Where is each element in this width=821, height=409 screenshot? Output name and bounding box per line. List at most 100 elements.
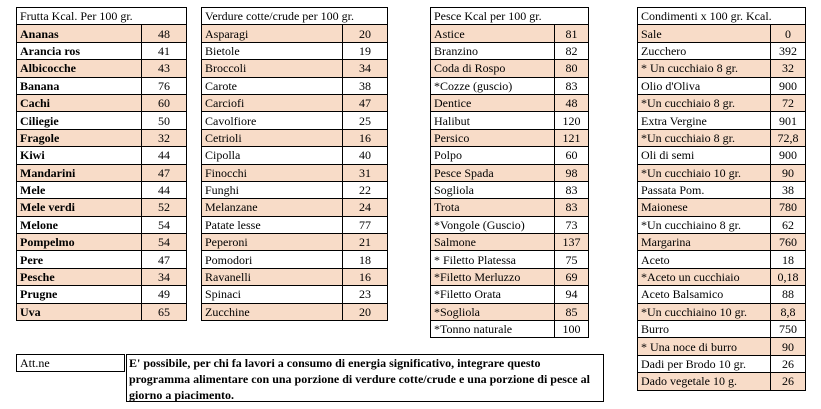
table-row: *Un cucchiaio 8 gr. 72 (637, 93, 806, 113)
table-row: Olio d'Oliva 900 (637, 76, 806, 95)
verdure-item-name: Patate lesse (201, 215, 343, 235)
table-row: Patate lesse 77 (201, 215, 389, 235)
table-row: Branzino 82 (430, 41, 590, 61)
verdure-item-kcal: 21 (341, 233, 389, 252)
condimenti-item-name: Sale (637, 24, 771, 43)
pesce-item-kcal: 69 (553, 267, 590, 287)
pesce-item-name: Sogliola (430, 180, 555, 200)
condimenti-item-name: *Un cucchiaio 10 gr. (637, 163, 771, 182)
pesce-item-kcal: 75 (553, 250, 590, 269)
table-row: Prugne 49 (16, 285, 187, 304)
condimenti-item-kcal: 900 (770, 146, 806, 165)
pesce-table: Pesce Kcal per 100 gr. Astice 81 Branzino 8… (429, 6, 590, 339)
verdure-item-kcal: 77 (341, 215, 389, 235)
frutta-table: Frutta Kcal. Per 100 gr. Ananas 48 Arancia… (16, 6, 187, 322)
pesce-item-kcal: 120 (553, 111, 590, 130)
verdure-item-kcal: 25 (341, 111, 389, 130)
table-row: Banana 76 (16, 76, 187, 95)
verdure-item-kcal: 16 (341, 128, 389, 148)
condimenti-item-name: *Un cucchiaio 8 gr. (637, 93, 771, 113)
condimenti-item-kcal: 90 (770, 163, 806, 182)
condimenti-item-kcal: 901 (770, 111, 806, 130)
table-row: Kiwi 44 (16, 146, 187, 165)
frutta-item-kcal: 44 (141, 146, 187, 165)
table-row: Zucchine 20 (201, 302, 389, 322)
verdure-item-kcal: 19 (341, 41, 389, 61)
pesce-item-name: Astice (430, 24, 555, 43)
frutta-header: Frutta Kcal. Per 100 gr. (16, 6, 187, 26)
pesce-item-name: Polpo (430, 146, 555, 165)
frutta-item-kcal: 52 (141, 198, 187, 217)
frutta-item-name: Ciliegie (16, 111, 142, 130)
pesce-item-name: Branzino (430, 41, 555, 61)
verdure-item-kcal: 24 (341, 198, 389, 217)
table-row: Cetrioli 16 (201, 128, 389, 148)
table-row: Trota 83 (430, 198, 590, 217)
verdure-item-name: Spinaci (201, 285, 343, 304)
table-row: Pompelmo 54 (16, 233, 187, 252)
pesce-item-kcal: 73 (553, 215, 590, 235)
table-row: Coda di Rospo 80 (430, 59, 590, 78)
table-row: Astice 81 (430, 24, 590, 43)
condimenti-table: Condimenti x 100 gr. Kcal. Sale 0 Zucchero… (637, 6, 806, 391)
table-row: Arancia ros 41 (16, 41, 187, 61)
condimenti-item-name: Passata Pom. (637, 180, 771, 200)
table-row: Dentice 48 (430, 93, 590, 113)
verdure-item-kcal: 18 (341, 250, 389, 269)
frutta-item-name: Kiwi (16, 146, 142, 165)
frutta-item-kcal: 60 (141, 93, 187, 113)
table-row: Aceto 18 (637, 250, 806, 269)
condimenti-item-kcal: 32 (770, 59, 806, 78)
verdure-item-kcal: 47 (341, 93, 389, 113)
frutta-item-kcal: 54 (141, 233, 187, 252)
condimenti-item-name: *Un cucchiaino 10 gr. (637, 302, 771, 322)
table-row: Carote 38 (201, 76, 389, 95)
table-row: Dado vegetale 10 g. 26 (637, 372, 806, 391)
table-row: *Filetto Merluzzo 69 (430, 267, 590, 287)
table-row: * Una noce di burro 90 (637, 337, 806, 356)
condimenti-item-name: Burro (637, 320, 771, 339)
pesce-item-kcal: 83 (553, 198, 590, 217)
verdure-item-kcal: 16 (341, 267, 389, 287)
condimenti-item-name: * Un cucchiaio 8 gr. (637, 59, 771, 78)
frutta-item-name: Pesche (16, 267, 142, 287)
pesce-item-name: *Vongole (Guscio) (430, 215, 555, 235)
frutta-item-kcal: 34 (141, 267, 187, 287)
pesce-item-kcal: 83 (553, 76, 590, 95)
verdure-table: Verdure cotte/crude per 100 gr. Asparagi… (200, 6, 389, 322)
pesce-item-kcal: 60 (553, 146, 590, 165)
table-row: Cavolfiore 25 (201, 111, 389, 130)
condimenti-item-kcal: 38 (770, 180, 806, 200)
table-row: Pesce Spada 98 (430, 163, 590, 182)
pesce-item-name: *Sogliola (430, 302, 555, 322)
pesce-item-name: *Filetto Merluzzo (430, 267, 555, 287)
table-row: Oli di semi 900 (637, 146, 806, 165)
note-text: E' possibile, per chi fa lavori a consum… (126, 354, 604, 402)
condimenti-item-name: Aceto Balsamico (637, 285, 771, 304)
frutta-item-kcal: 48 (141, 24, 187, 43)
frutta-item-name: Fragole (16, 128, 142, 148)
table-row: Ciliegie 50 (16, 111, 187, 130)
verdure-item-kcal: 34 (341, 59, 389, 78)
frutta-item-name: Melone (16, 215, 142, 235)
frutta-item-name: Prugne (16, 285, 142, 304)
condimenti-item-name: Zucchero (637, 41, 771, 61)
pesce-item-kcal: 94 (553, 285, 590, 304)
verdure-item-kcal: 23 (341, 285, 389, 304)
condimenti-item-name: * Una noce di burro (637, 337, 771, 356)
condimenti-item-kcal: 760 (770, 233, 806, 252)
verdure-item-kcal: 20 (341, 24, 389, 43)
table-row: Ananas 48 (16, 24, 187, 43)
frutta-item-kcal: 43 (141, 59, 187, 78)
verdure-item-name: Melanzane (201, 198, 343, 217)
pesce-item-kcal: 100 (553, 320, 590, 339)
pesce-item-name: Pesce Spada (430, 163, 555, 182)
pesce-item-kcal: 83 (553, 180, 590, 200)
pesce-item-kcal: 81 (553, 24, 590, 43)
condimenti-item-kcal: 18 (770, 250, 806, 269)
table-row: *Un cucchiaino 8 gr. 62 (637, 215, 806, 235)
frutta-item-name: Ananas (16, 24, 142, 43)
condimenti-item-kcal: 62 (770, 215, 806, 235)
table-row: Extra Vergine 901 (637, 111, 806, 130)
note-label: Att.ne (16, 354, 125, 372)
